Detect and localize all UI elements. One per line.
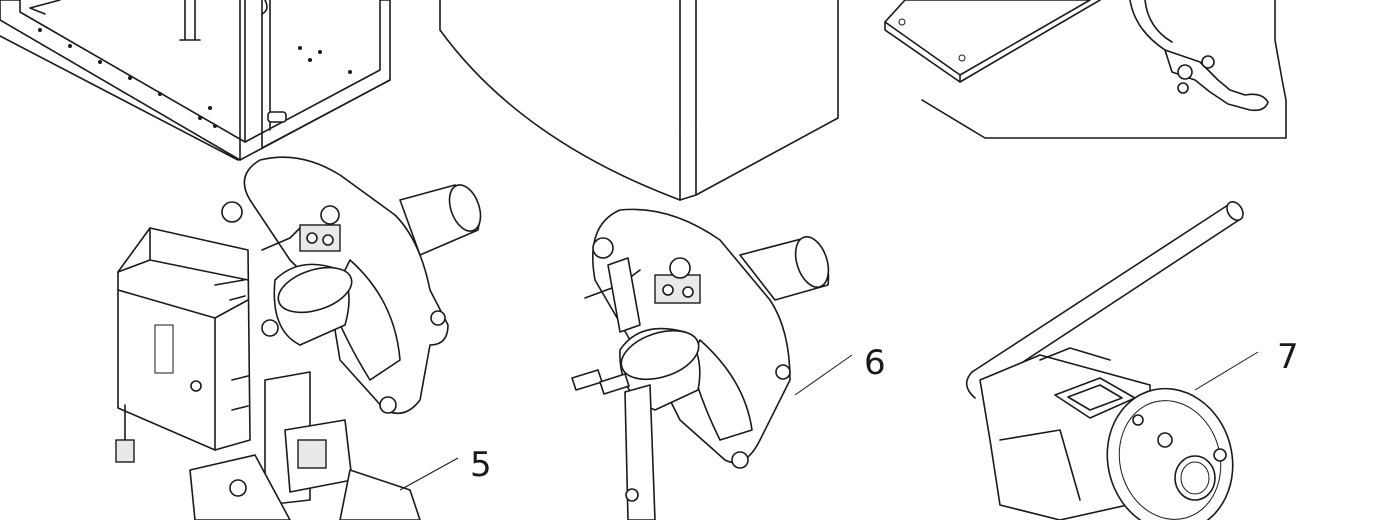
callout-7-leader — [1194, 351, 1259, 391]
callout-6-leader — [794, 354, 853, 396]
callout-6-label: 6 — [864, 343, 886, 383]
callout-7: 7 — [1194, 337, 1299, 391]
housing-frame — [0, 0, 391, 161]
fan-motor-assembly-7 — [965, 200, 1244, 524]
callout-5-leader — [399, 457, 459, 491]
burner-assembly-5 — [115, 156, 482, 521]
callout-5: 5 — [399, 445, 492, 491]
casing-panel — [439, 0, 839, 201]
callout-6: 6 — [794, 343, 886, 396]
burner-assembly-6 — [571, 208, 830, 521]
callout-7-label: 7 — [1277, 337, 1299, 377]
fuel-hose-inset — [884, 0, 1287, 139]
callout-5-label: 5 — [470, 445, 492, 485]
